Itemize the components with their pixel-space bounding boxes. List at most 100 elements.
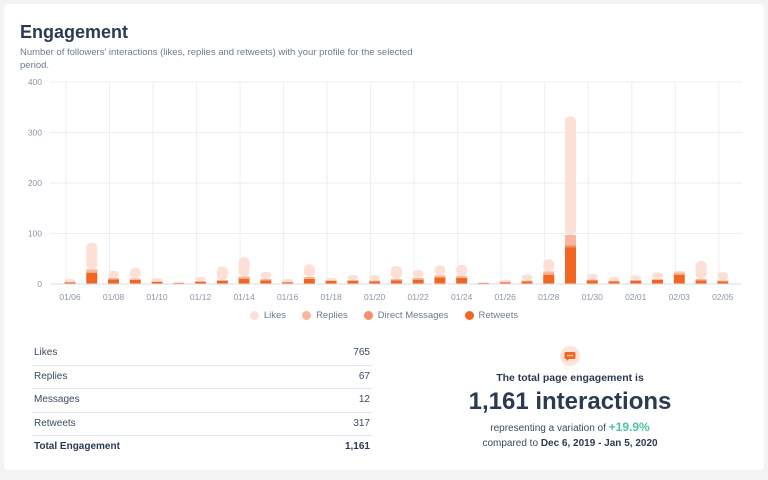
- bar-segment-retweets[interactable]: [456, 277, 468, 284]
- bar-segment-likes[interactable]: [151, 277, 163, 282]
- bar-segment-replies[interactable]: [717, 280, 729, 282]
- bar-segment-replies[interactable]: [695, 278, 707, 281]
- bar-segment-retweets[interactable]: [303, 278, 315, 284]
- bar-segment-likes[interactable]: [412, 269, 424, 278]
- bar-segment-likes[interactable]: [586, 273, 598, 280]
- bar-segment-likes[interactable]: [717, 271, 729, 281]
- bar-segment-replies[interactable]: [347, 279, 359, 281]
- bar-segment-replies[interactable]: [521, 280, 533, 282]
- bar-segment-retweets[interactable]: [673, 274, 685, 284]
- bar-segment-retweets[interactable]: [195, 281, 207, 284]
- bar-segment-likes[interactable]: [695, 260, 707, 279]
- bar-segment-retweets[interactable]: [238, 278, 250, 284]
- bar-segment-replies[interactable]: [586, 279, 598, 281]
- bar-segment-likes[interactable]: [499, 279, 511, 282]
- bar-segment-likes[interactable]: [390, 265, 402, 279]
- bar-segment-likes[interactable]: [456, 264, 468, 276]
- legend-item-replies[interactable]: Replies: [302, 310, 348, 321]
- bar-segment-replies[interactable]: [673, 272, 685, 275]
- bar-segment-likes[interactable]: [608, 276, 620, 281]
- bar-segment-likes[interactable]: [630, 275, 642, 280]
- bar-segment-retweets[interactable]: [543, 274, 555, 284]
- bar-segment-replies[interactable]: [195, 280, 207, 282]
- bar-segment-replies[interactable]: [564, 235, 576, 246]
- bar-segment-replies[interactable]: [86, 269, 98, 273]
- bar-segment-retweets[interactable]: [369, 281, 381, 284]
- bar-segment-retweets[interactable]: [86, 272, 98, 284]
- bar-segment-replies[interactable]: [630, 279, 642, 281]
- bar-segment-likes[interactable]: [652, 272, 664, 279]
- bar-segment-replies[interactable]: [260, 278, 272, 281]
- bar-segment-retweets[interactable]: [129, 279, 141, 284]
- bar-segment-retweets[interactable]: [151, 281, 163, 284]
- bar-segment-replies[interactable]: [456, 275, 468, 278]
- legend-item-messages[interactable]: Direct Messages: [363, 310, 449, 321]
- bar-segment-replies[interactable]: [543, 271, 555, 275]
- bar-segment-replies[interactable]: [412, 277, 424, 280]
- bar-segment-retweets[interactable]: [282, 282, 294, 284]
- bar-segment-likes[interactable]: [260, 271, 272, 279]
- bar-segment-direct-messages[interactable]: [238, 278, 250, 279]
- bar-segment-likes[interactable]: [434, 265, 446, 276]
- bar-segment-retweets[interactable]: [586, 280, 598, 284]
- bar-segment-replies[interactable]: [129, 278, 141, 280]
- bar-segment-likes[interactable]: [282, 278, 294, 282]
- bar-segment-direct-messages[interactable]: [543, 274, 555, 275]
- bar-segment-retweets[interactable]: [630, 280, 642, 284]
- bar-segment-likes[interactable]: [108, 270, 120, 278]
- bar-segment-likes[interactable]: [173, 281, 185, 283]
- bar-segment-retweets[interactable]: [173, 282, 185, 284]
- bar-segment-retweets[interactable]: [216, 280, 228, 284]
- bar-segment-likes[interactable]: [543, 259, 555, 272]
- bar-segment-likes[interactable]: [369, 274, 381, 281]
- bar-segment-likes[interactable]: [521, 274, 533, 281]
- bar-segment-likes[interactable]: [564, 116, 576, 236]
- bar-segment-retweets[interactable]: [652, 279, 664, 284]
- legend-item-retweets[interactable]: Retweets: [464, 310, 518, 321]
- bar-segment-replies[interactable]: [151, 281, 163, 282]
- bar-segment-retweets[interactable]: [260, 280, 272, 284]
- bar-segment-replies[interactable]: [108, 277, 120, 280]
- bar-segment-likes[interactable]: [347, 274, 359, 280]
- bar-segment-replies[interactable]: [369, 280, 381, 282]
- bar-segment-retweets[interactable]: [434, 277, 446, 284]
- bar-segment-retweets[interactable]: [390, 280, 402, 284]
- bar-segment-likes[interactable]: [238, 257, 250, 277]
- bar-segment-replies[interactable]: [390, 278, 402, 281]
- bar-segment-replies[interactable]: [238, 276, 250, 279]
- bar-segment-replies[interactable]: [303, 276, 315, 279]
- bar-segment-retweets[interactable]: [608, 281, 620, 284]
- bar-segment-retweets[interactable]: [695, 280, 707, 284]
- bar-segment-likes[interactable]: [216, 266, 228, 280]
- bar-segment-replies[interactable]: [652, 278, 664, 280]
- bar-segment-replies[interactable]: [216, 279, 228, 281]
- bar-segment-retweets[interactable]: [64, 282, 76, 284]
- bar-segment-direct-messages[interactable]: [86, 272, 98, 273]
- bar-segment-replies[interactable]: [64, 281, 76, 283]
- bar-segment-retweets[interactable]: [564, 247, 576, 284]
- bar-segment-retweets[interactable]: [108, 279, 120, 284]
- bar-segment-likes[interactable]: [325, 277, 337, 281]
- bar-segment-direct-messages[interactable]: [673, 274, 685, 275]
- bar-segment-retweets[interactable]: [347, 280, 359, 284]
- bar-segment-retweets[interactable]: [521, 281, 533, 284]
- bar-segment-replies[interactable]: [608, 280, 620, 282]
- bar-segment-direct-messages[interactable]: [412, 279, 424, 280]
- bar-segment-likes[interactable]: [64, 278, 76, 282]
- bar-segment-likes[interactable]: [303, 264, 315, 277]
- legend-item-likes[interactable]: Likes: [249, 310, 286, 321]
- bar-segment-retweets[interactable]: [325, 280, 337, 284]
- bar-segment-replies[interactable]: [434, 275, 446, 278]
- bar-segment-retweets[interactable]: [499, 282, 511, 284]
- bar-segment-retweets[interactable]: [717, 281, 729, 284]
- bar-segment-likes[interactable]: [195, 276, 207, 281]
- bar-segment-replies[interactable]: [325, 280, 337, 281]
- bar-segment-direct-messages[interactable]: [564, 245, 576, 248]
- bar-segment-retweets[interactable]: [477, 282, 489, 284]
- bar-segment-likes[interactable]: [477, 282, 489, 283]
- bar-segment-retweets[interactable]: [412, 279, 424, 284]
- bar-segment-likes[interactable]: [129, 267, 141, 279]
- bar-segment-likes[interactable]: [86, 242, 98, 270]
- bar-segment-replies[interactable]: [282, 281, 294, 283]
- bar-segment-replies[interactable]: [499, 281, 511, 283]
